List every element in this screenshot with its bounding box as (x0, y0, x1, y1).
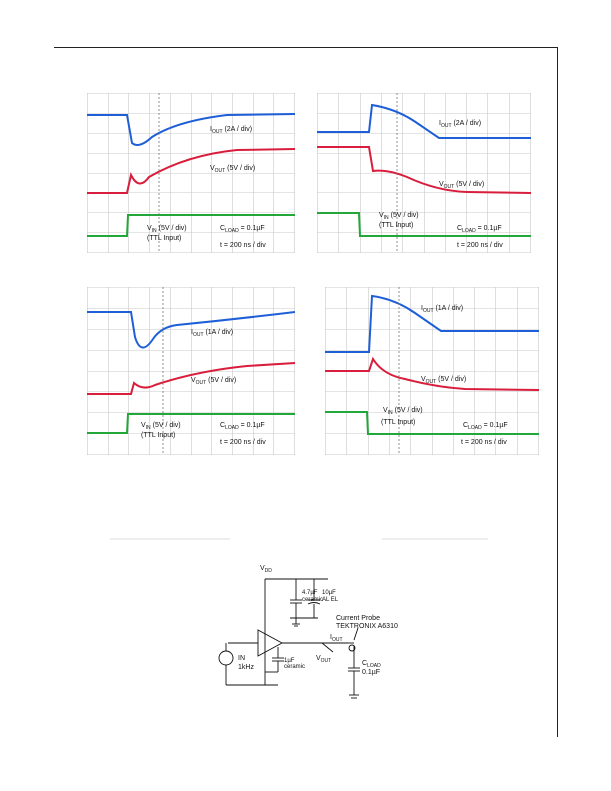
schematic-drawing: VDD 4.7µF ceramic 10µF AL EL Current Pro… (218, 565, 398, 699)
scope-top-left-plot: IOUT (2A / div) VOUT (5V / div) VIN (5V … (87, 93, 295, 253)
iout-label: IOUT (1A / div) (191, 329, 233, 338)
iout-label: IOUT (1A / div) (421, 305, 463, 314)
vin-label: VIN (5V / div) (383, 407, 423, 416)
time-label: t = 200 ns / div (457, 242, 503, 249)
scope-top-left: IOUT (2A / div) VOUT (5V / div) VIN (5V … (87, 93, 295, 253)
caption-placeholder-left (110, 538, 230, 540)
ttl-label: (TTL Input) (379, 222, 413, 229)
time-label: t = 200 ns / div (220, 439, 266, 446)
ttl-label: (TTL Input) (147, 235, 181, 242)
iout-trace (87, 311, 295, 349)
scope-grid (87, 93, 295, 253)
cap2-value: 10µF (322, 590, 336, 596)
page-right-rule (557, 47, 558, 737)
cap1-value: 4.7µF (302, 590, 318, 596)
iout-trace (317, 103, 531, 139)
page-top-rule (54, 47, 558, 48)
input-frequency: 1kHz (238, 664, 254, 671)
vin-label: VIN (5V / div) (379, 212, 419, 221)
vout-trace (317, 146, 531, 194)
scope-bottom-right-plot: IOUT (1A / div) VOUT (5V / div) VIN (5V … (325, 287, 539, 455)
vout-label: VOUT (5V / div) (210, 165, 255, 174)
probe-label: Current Probe (336, 615, 380, 622)
cload-label: CLOAD = 0.1µF (220, 225, 265, 234)
scope-bottom-right: IOUT (1A / div) VOUT (5V / div) VIN (5V … (325, 287, 539, 455)
vdd-label: VDD (260, 565, 272, 574)
time-label: t = 200 ns / div (220, 242, 266, 249)
cload-label: CLOAD = 0.1µF (220, 422, 265, 431)
vin-label: VIN (5V / div) (141, 422, 181, 431)
cap1-type: ceramic (302, 597, 323, 603)
scope-bottom-left-plot: IOUT (1A / div) VOUT (5V / div) VIN (5V … (87, 287, 295, 455)
vout-label: VOUT (5V / div) (421, 376, 466, 385)
cload-label: CLOAD (362, 660, 381, 669)
time-label: t = 200 ns / div (461, 439, 507, 446)
ttl-label: (TTL Input) (381, 419, 415, 426)
vin-label: VIN (5V / div) (147, 225, 187, 234)
vin-trace (317, 212, 531, 237)
scope-top-right: IOUT (2A / div) VOUT (5V / div) VIN (5V … (317, 93, 531, 253)
vout-trace (87, 148, 295, 194)
iout-trace (87, 113, 295, 146)
scope-grid (87, 287, 295, 455)
bypass-cap-value: 1µF (284, 658, 295, 664)
iout-label: IOUT (2A / div) (439, 120, 481, 129)
vout-label: VOUT (5V / div) (191, 377, 236, 386)
vin-trace (87, 413, 295, 434)
bypass-cap-type: ceramic (284, 664, 305, 670)
cload-label: CLOAD = 0.1µF (463, 422, 508, 431)
scope-bottom-left: IOUT (1A / div) VOUT (5V / div) VIN (5V … (87, 287, 295, 455)
ttl-label: (TTL Input) (141, 432, 175, 439)
iout-label: IOUT (330, 634, 343, 643)
caption-placeholder-right (382, 538, 488, 540)
cap2-type: AL EL (322, 597, 339, 603)
input-label: IN (238, 655, 245, 662)
vout-trace (325, 356, 539, 391)
vout-trace (87, 362, 295, 395)
scope-grid (317, 93, 531, 253)
scope-top-right-plot: IOUT (2A / div) VOUT (5V / div) VIN (5V … (317, 93, 531, 253)
probe-model: TEKTRONIX A6310 (336, 623, 398, 630)
vout-label: VOUT (5V / div) (439, 181, 484, 190)
vout-label: VOUT (316, 655, 331, 664)
cload-label: CLOAD = 0.1µF (457, 225, 502, 234)
test-circuit-schematic: VDD 4.7µF ceramic 10µF AL EL Current Pro… (218, 560, 418, 710)
iout-label: IOUT (2A / div) (210, 126, 252, 135)
vin-trace (325, 411, 539, 435)
iout-trace (325, 294, 539, 353)
cload-value: 0.1µF (362, 669, 380, 676)
vin-trace (87, 214, 295, 237)
